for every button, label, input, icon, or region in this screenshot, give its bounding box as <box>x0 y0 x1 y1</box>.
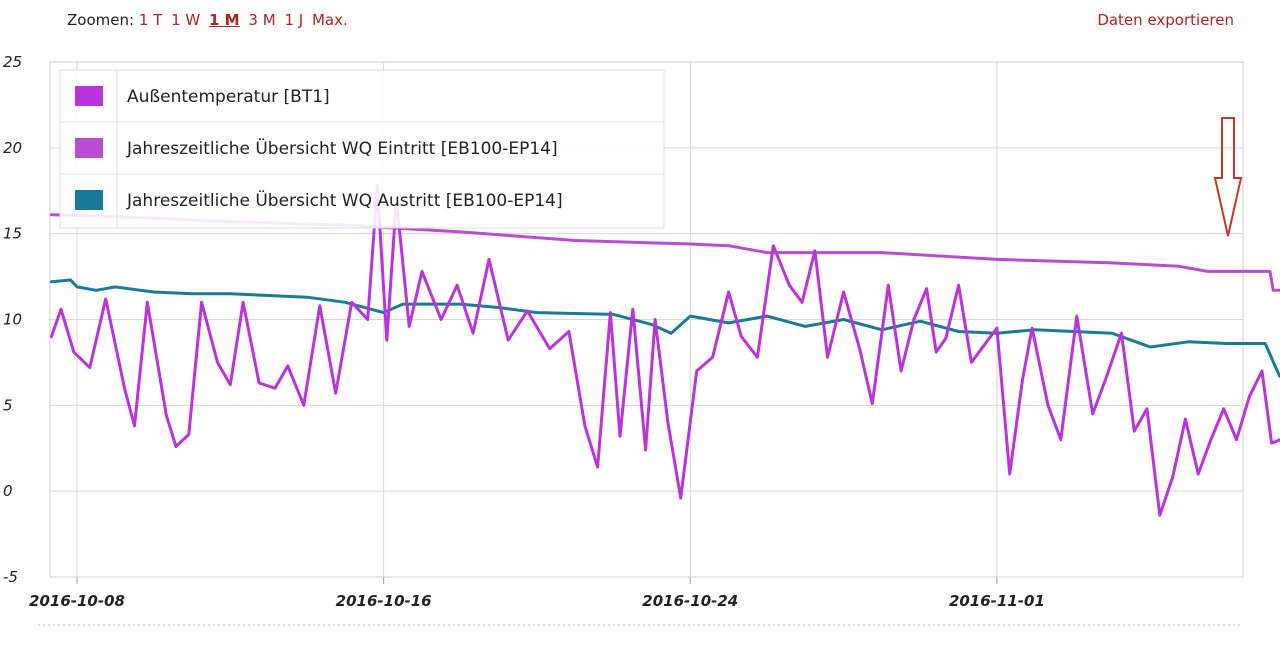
axes: -5 0 5 10 15 20 25 2016-10-08 2016-10-16 2016-10-… <box>3 53 1045 610</box>
legend-box <box>59 69 665 229</box>
plot-border <box>49 61 1244 578</box>
legend-label[interactable]: Jahreszeitliche Übersicht WQ Austritt [E… <box>126 189 563 211</box>
annotation-arrow <box>1213 117 1243 237</box>
x-tick-label: 2016-10-16 <box>336 592 432 610</box>
legend-swatch[interactable] <box>75 190 103 210</box>
grid <box>38 61 1244 626</box>
legend-label[interactable]: Jahreszeitliche Übersicht WQ Eintritt [E… <box>126 137 558 159</box>
x-tick-label: 2016-10-24 <box>642 592 738 610</box>
series-line-0 <box>49 184 1280 517</box>
series-layer <box>49 184 1280 517</box>
down-arrow-icon <box>1213 117 1243 237</box>
series-line-2 <box>49 278 1280 378</box>
x-tick-label: 2016-10-08 <box>29 592 125 610</box>
zoom-option[interactable]: 1 W <box>171 11 201 29</box>
x-tick-label: 2016-11-01 <box>949 592 1045 610</box>
y-tick-label: 0 <box>3 482 13 500</box>
zoom-options: 1 T 1 W 1 M 3 M 1 J Max. <box>139 11 352 29</box>
export-data-link[interactable]: Daten exportieren <box>1097 11 1234 29</box>
y-tick-label: 5 <box>3 396 13 414</box>
zoom-bar: Zoomen: 1 T 1 W 1 M 3 M 1 J Max. <box>67 11 352 29</box>
zoom-option[interactable]: 1 T <box>138 11 163 29</box>
y-tick-label: -5 <box>3 568 18 586</box>
legend-label[interactable]: Außentemperatur [BT1] <box>127 87 330 107</box>
legend-swatch[interactable] <box>75 86 103 106</box>
zoom-label: Zoomen: <box>67 11 135 29</box>
y-tick-label: 20 <box>3 139 22 157</box>
legend: Außentemperatur [BT1] Jahreszeitliche Übe… <box>59 69 665 229</box>
zoom-option[interactable]: 1 J <box>284 11 304 29</box>
zoom-option[interactable]: Max. <box>311 11 348 29</box>
y-tick-label: 15 <box>3 225 22 243</box>
y-tick-label: 10 <box>3 311 22 329</box>
legend-swatch[interactable] <box>75 138 103 158</box>
zoom-option[interactable]: 3 M <box>248 11 276 29</box>
y-tick-label: 25 <box>3 53 22 71</box>
zoom-option[interactable]: 1 M <box>209 11 240 29</box>
